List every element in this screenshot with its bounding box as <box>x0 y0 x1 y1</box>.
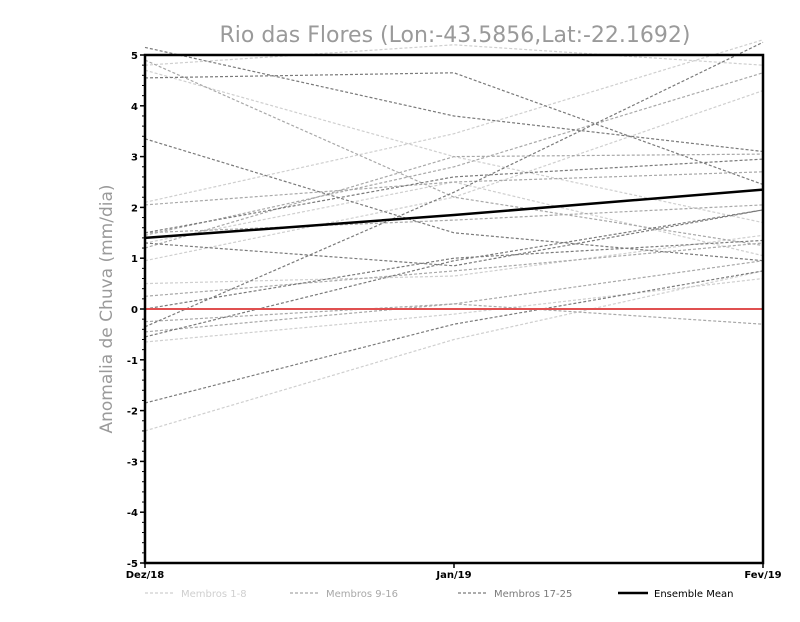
x-tick-label: Fev/19 <box>744 570 781 581</box>
series-line-m13 <box>144 204 764 234</box>
y-tick-label: 3 <box>131 153 138 164</box>
series-line-m15 <box>144 171 764 206</box>
series-line-m6 <box>144 44 764 66</box>
series-line-m22 <box>144 270 764 404</box>
y-tick-label: 5 <box>131 51 138 62</box>
series-line-m24 <box>144 46 764 153</box>
legend-label: Membros 9-16 <box>326 589 398 600</box>
y-tick-label: 2 <box>131 203 138 214</box>
y-tick-label: -5 <box>127 559 138 570</box>
series-line-m23 <box>144 209 764 338</box>
y-tick-label: -2 <box>127 407 138 418</box>
series-line-m16 <box>144 303 764 333</box>
y-tick-label: 0 <box>131 305 138 316</box>
series-line-m3 <box>144 234 764 285</box>
legend-label: Ensemble Mean <box>654 589 733 600</box>
series-line-m8 <box>144 181 764 257</box>
series-line-m25 <box>144 239 764 310</box>
series-line-m7 <box>144 90 764 262</box>
series-line-m11 <box>144 242 764 297</box>
y-tick-label: -4 <box>127 508 138 519</box>
series-line-m19 <box>144 41 764 328</box>
y-tick-label: 4 <box>131 102 138 113</box>
series-line-m9 <box>144 59 764 247</box>
series-line-m5 <box>144 277 764 343</box>
x-tick-label: Dez/18 <box>126 570 165 581</box>
legend-label: Membros 17-25 <box>494 589 572 600</box>
series-line-m17 <box>144 72 764 186</box>
series-line-m1 <box>144 39 764 203</box>
chart-title: Rio das Flores (Lon:-43.5856,Lat:-22.169… <box>220 23 691 48</box>
y-tick-label: -3 <box>127 457 138 468</box>
ensemble-mean-line <box>144 188 764 240</box>
series-line-m2 <box>144 69 764 224</box>
series-line-m12 <box>144 153 764 249</box>
y-axis-label: Anomalia de Chuva (mm/dia) <box>97 184 117 433</box>
x-tick-label: Jan/19 <box>435 570 471 581</box>
y-tick-label: -1 <box>127 356 138 367</box>
series-line-m14 <box>144 260 764 323</box>
series-line-m18 <box>144 138 764 262</box>
y-tick-label: 1 <box>131 254 138 265</box>
series-line-m21 <box>144 158 764 234</box>
legend-label: Membros 1-8 <box>181 589 247 600</box>
series-line-m10 <box>144 72 764 236</box>
series-line-m4 <box>144 270 764 432</box>
series-line-m20 <box>144 209 764 267</box>
